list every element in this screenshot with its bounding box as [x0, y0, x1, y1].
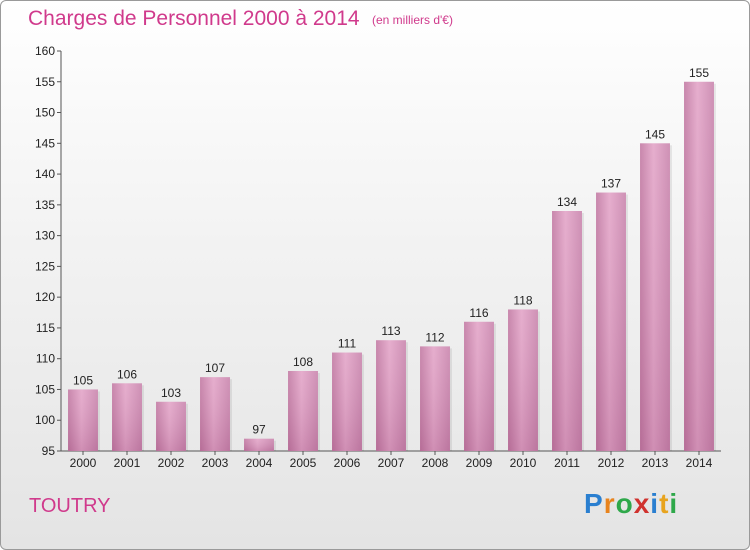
x-tick-label: 2004	[246, 456, 273, 470]
bar-2001	[112, 383, 144, 451]
bar-2013	[640, 143, 672, 452]
bar-2011	[552, 211, 584, 451]
value-label: 112	[425, 330, 444, 344]
x-tick-label: 2009	[466, 456, 493, 470]
x-tick-label: 2005	[290, 456, 317, 470]
value-label: 103	[161, 386, 181, 400]
x-tick-label: 2013	[642, 456, 669, 470]
x-tick-label: 2011	[554, 456, 580, 470]
proxiti-logo: Proxiti	[584, 488, 679, 519]
bar-2012	[596, 192, 628, 452]
x-tick-label: 2012	[598, 456, 625, 470]
value-label: 118	[513, 293, 532, 307]
y-tick-label: 135	[35, 198, 55, 212]
y-tick-label: 145	[35, 136, 55, 150]
bar-2006	[332, 352, 364, 451]
x-tick-label: 2008	[422, 456, 449, 470]
y-tick-label: 115	[36, 321, 55, 335]
city-name: TOUTRY	[29, 495, 111, 517]
x-tick-label: 2001	[114, 456, 141, 470]
bar-2008	[420, 346, 452, 451]
value-label: 134	[557, 195, 577, 209]
bar-2009	[464, 321, 496, 451]
value-label: 105	[73, 373, 93, 387]
value-label: 155	[689, 66, 709, 80]
bars	[68, 81, 716, 452]
chart-subtitle: (en milliers d'€)	[372, 13, 453, 27]
bar-2007	[376, 340, 408, 451]
value-label: 111	[338, 337, 357, 351]
bar-2003	[200, 377, 232, 451]
x-tick-label: 2007	[378, 456, 405, 470]
x-tick-label: 2006	[334, 456, 361, 470]
value-label: 107	[205, 361, 225, 375]
y-tick-label: 120	[35, 290, 55, 304]
value-label: 108	[293, 355, 313, 369]
x-tick-label: 2000	[70, 456, 97, 470]
value-label: 97	[252, 423, 266, 437]
y-tick-label: 150	[35, 106, 55, 120]
chart-title: Charges de Personnel 2000 à 2014	[28, 7, 360, 30]
bar-2004	[244, 438, 276, 451]
value-label: 116	[469, 306, 488, 320]
y-tick-label: 95	[42, 444, 56, 458]
value-label: 145	[645, 127, 665, 141]
y-tick-label: 130	[35, 229, 55, 243]
x-tick-label: 2002	[158, 456, 185, 470]
y-tick-label: 140	[35, 167, 55, 181]
y-tick-label: 100	[35, 413, 55, 427]
x-tick-label: 2014	[686, 456, 713, 470]
y-tick-label: 160	[35, 44, 55, 58]
y-tick-label: 155	[35, 75, 55, 89]
bar-2010	[508, 309, 540, 451]
bar-2005	[288, 371, 320, 451]
y-tick-label: 105	[35, 382, 55, 396]
x-tick-label: 2010	[510, 456, 537, 470]
value-label: 113	[381, 324, 400, 338]
bar-2014	[684, 81, 716, 452]
value-label: 106	[117, 367, 137, 381]
y-tick-label: 110	[36, 352, 55, 366]
value-label: 137	[601, 177, 621, 191]
y-tick-label: 125	[35, 259, 55, 273]
labels: 2000 105 2001 106 2002 103 2003 107 2004 97 2005 10…	[70, 66, 713, 470]
bar-2002	[156, 401, 188, 451]
bar-2000	[68, 389, 100, 451]
x-tick-label: 2003	[202, 456, 229, 470]
